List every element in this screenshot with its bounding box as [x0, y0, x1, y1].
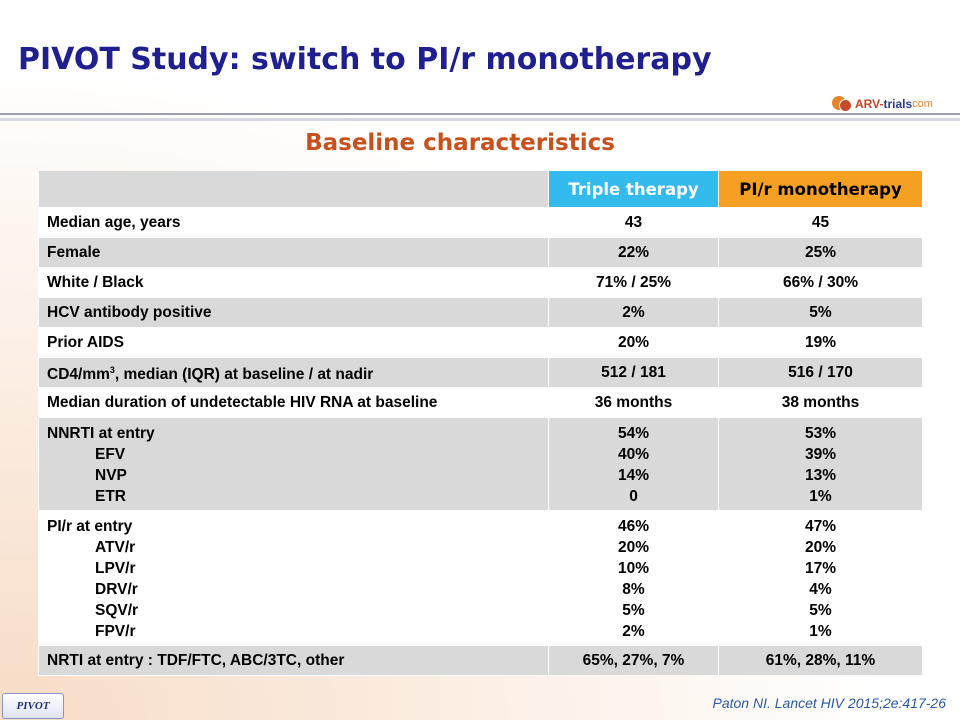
row-label: PI/r at entry ATV/r LPV/r DRV/r SQV/r FP…	[38, 510, 549, 646]
lpv-mono: 17%	[804, 560, 837, 577]
efv-mono: 39%	[804, 446, 837, 463]
slide-subtitle: Baseline characteristics	[305, 130, 615, 156]
etr-label: ETR	[95, 488, 126, 505]
nnrti-mono: 53%	[804, 425, 837, 442]
drv-triple: 8%	[622, 581, 645, 598]
header-triple-therapy: Triple therapy	[548, 170, 719, 208]
arv-trials-logo: ARV- trials com	[832, 93, 933, 115]
mono-value: 5%	[718, 297, 923, 328]
row-label: Median duration of undetectable HIV RNA …	[38, 387, 549, 418]
fpv-triple: 2%	[622, 623, 645, 640]
nvp-triple: 14%	[617, 467, 650, 484]
logo-text-arv: ARV-	[855, 97, 884, 111]
slide-title: PIVOT Study: switch to PI/r monotherapy	[18, 42, 712, 77]
logo-icon	[832, 96, 852, 112]
etr-mono: 1%	[809, 488, 832, 505]
table-header-row: Triple therapy PI/r monotherapy	[38, 170, 923, 208]
table-row: Female 22% 25%	[38, 237, 923, 268]
pir-label: PI/r at entry	[47, 518, 133, 535]
triple-value: 43	[548, 207, 719, 238]
triple-value: 512 / 181	[548, 357, 719, 388]
fpv-mono: 1%	[809, 623, 832, 640]
table-row: White / Black 71% / 25% 66% / 30%	[38, 267, 923, 298]
mono-value: 66% / 30%	[718, 267, 923, 298]
logo-text-trials: trials	[883, 97, 913, 111]
cd4-label-pre: CD4/mm	[47, 366, 110, 384]
triple-value: 46% 20% 10% 8% 5% 2%	[548, 510, 719, 646]
baseline-table: Triple therapy PI/r monotherapy Median a…	[38, 170, 923, 676]
atv-triple: 20%	[617, 539, 650, 556]
efv-label: EFV	[95, 446, 126, 463]
mono-value: 516 / 170	[718, 357, 923, 388]
triple-value: 36 months	[548, 387, 719, 418]
nnrti-triple: 54%	[617, 425, 650, 442]
mono-value: 47% 20% 17% 4% 5% 1%	[718, 510, 923, 646]
fpv-label: FPV/r	[95, 623, 136, 640]
mono-value: 25%	[718, 237, 923, 268]
table-row: HCV antibody positive 2% 5%	[38, 297, 923, 328]
sqv-triple: 5%	[622, 602, 645, 619]
table-row: NRTI at entry : TDF/FTC, ABC/3TC, other …	[38, 645, 923, 676]
header-blank	[38, 170, 549, 208]
title-divider	[0, 113, 960, 115]
atv-label: ATV/r	[95, 539, 136, 556]
row-label: HCV antibody positive	[38, 297, 549, 328]
triple-value: 65%, 27%, 7%	[548, 645, 719, 676]
pir-mono: 47%	[804, 518, 837, 535]
triple-value: 54% 40% 14% 0	[548, 417, 719, 511]
cd4-label-sup: 3	[109, 364, 115, 375]
header-pir-monotherapy: PI/r monotherapy	[718, 170, 923, 208]
table-row: CD4/mm3, median (IQR) at baseline / at n…	[38, 357, 923, 388]
table-row: Median age, years 43 45	[38, 207, 923, 238]
table-row: Median duration of undetectable HIV RNA …	[38, 387, 923, 418]
triple-value: 20%	[548, 327, 719, 358]
row-label: White / Black	[38, 267, 549, 298]
cd4-label-post: , median (IQR) at baseline / at nadir	[114, 366, 374, 384]
mono-value: 53% 39% 13% 1%	[718, 417, 923, 511]
title-divider-shadow	[0, 118, 960, 121]
mono-value: 45	[718, 207, 923, 238]
lpv-label: LPV/r	[95, 560, 136, 577]
efv-triple: 40%	[617, 446, 650, 463]
logo-text-com: com	[912, 98, 933, 110]
pir-triple: 46%	[617, 518, 650, 535]
table-row-nnrti: NNRTI at entry EFV NVP ETR 54% 40% 14% 0…	[38, 417, 923, 511]
row-label: CD4/mm3, median (IQR) at baseline / at n…	[38, 357, 549, 388]
row-label: Prior AIDS	[38, 327, 549, 358]
nnrti-label: NNRTI at entry	[47, 425, 155, 442]
mono-value: 61%, 28%, 11%	[718, 645, 923, 676]
triple-value: 2%	[548, 297, 719, 328]
table-row: Prior AIDS 20% 19%	[38, 327, 923, 358]
citation: Paton NI. Lancet HIV 2015;2e:417-26	[712, 695, 947, 711]
mono-value: 19%	[718, 327, 923, 358]
row-label: Median age, years	[38, 207, 549, 238]
row-label: NNRTI at entry EFV NVP ETR	[38, 417, 549, 511]
sqv-mono: 5%	[809, 602, 832, 619]
pivot-badge: PIVOT	[2, 693, 64, 719]
triple-value: 22%	[548, 237, 719, 268]
row-label: NRTI at entry : TDF/FTC, ABC/3TC, other	[38, 645, 549, 676]
atv-mono: 20%	[804, 539, 837, 556]
mono-value: 38 months	[718, 387, 923, 418]
nvp-mono: 13%	[804, 467, 837, 484]
sqv-label: SQV/r	[95, 602, 139, 619]
table-row-pir: PI/r at entry ATV/r LPV/r DRV/r SQV/r FP…	[38, 510, 923, 646]
triple-value: 71% / 25%	[548, 267, 719, 298]
etr-triple: 0	[629, 488, 638, 505]
drv-label: DRV/r	[95, 581, 138, 598]
lpv-triple: 10%	[617, 560, 650, 577]
nvp-label: NVP	[95, 467, 127, 484]
drv-mono: 4%	[809, 581, 832, 598]
row-label: Female	[38, 237, 549, 268]
